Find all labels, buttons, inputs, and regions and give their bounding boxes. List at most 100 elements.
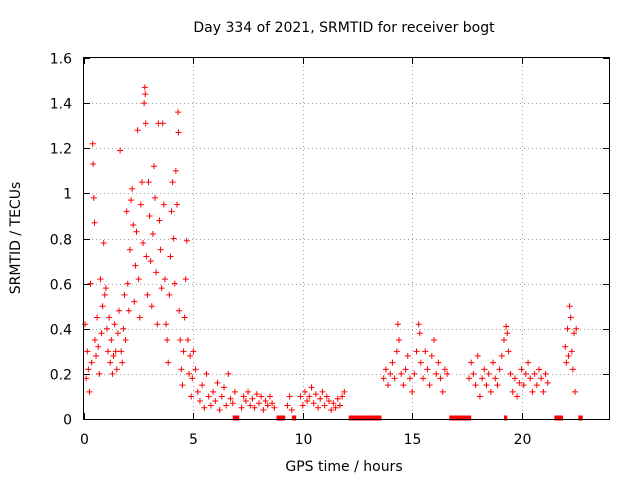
data-point <box>94 314 101 321</box>
data-point <box>109 370 116 377</box>
data-point <box>428 352 435 359</box>
x-tick-label: 0 <box>80 432 89 448</box>
data-point <box>189 375 196 382</box>
data-point <box>312 391 319 398</box>
data-point <box>514 393 521 400</box>
data-point <box>266 393 273 400</box>
data-point <box>565 352 572 359</box>
data-point <box>205 393 212 400</box>
data-point <box>134 127 141 134</box>
data-point <box>112 348 119 355</box>
data-point <box>334 395 341 402</box>
x-tick-label: 5 <box>189 432 198 448</box>
data-point <box>91 337 98 344</box>
data-point <box>181 314 188 321</box>
data-point <box>214 379 221 386</box>
data-point <box>426 382 433 389</box>
data-point <box>129 185 136 192</box>
data-point <box>389 359 396 366</box>
data-point <box>413 348 420 355</box>
data-point <box>114 330 121 337</box>
data-point <box>518 366 525 373</box>
data-point <box>564 325 571 332</box>
data-point <box>321 402 328 409</box>
data-point <box>133 228 140 235</box>
data-point <box>415 321 422 328</box>
data-point <box>98 330 105 337</box>
data-point <box>164 337 171 344</box>
data-point <box>144 291 151 298</box>
data-point <box>479 375 486 382</box>
data-point <box>135 276 142 283</box>
data-point <box>492 375 499 382</box>
data-point <box>563 359 570 366</box>
data-point <box>380 375 387 382</box>
data-point <box>258 393 265 400</box>
data-point <box>210 388 217 395</box>
data-point <box>122 337 129 344</box>
data-point <box>330 400 337 407</box>
data-point <box>149 230 156 237</box>
data-point <box>153 269 160 276</box>
data-point <box>431 337 437 344</box>
data-point <box>251 404 258 411</box>
data-point <box>315 404 322 411</box>
data-point <box>540 388 547 395</box>
data-point <box>142 120 149 127</box>
data-point <box>404 352 411 359</box>
plot-frame <box>83 57 610 420</box>
data-point <box>118 348 125 355</box>
data-point <box>242 397 249 404</box>
chart-title: Day 334 of 2021, SRMTID for receiver bog… <box>193 20 495 36</box>
data-point <box>507 370 514 377</box>
data-point <box>86 388 93 395</box>
data-point <box>166 291 173 298</box>
data-point <box>126 246 133 253</box>
data-point <box>498 352 505 359</box>
data-point <box>504 330 511 337</box>
data-point <box>328 406 335 413</box>
data-point <box>90 194 97 201</box>
data-point <box>516 379 523 386</box>
data-point <box>249 395 256 402</box>
data-point <box>216 406 223 413</box>
data-point <box>572 388 579 395</box>
data-point <box>568 348 575 355</box>
data-point <box>317 395 324 402</box>
data-point <box>501 337 507 344</box>
data-point <box>422 348 429 355</box>
data-point <box>441 366 448 373</box>
data-point <box>176 307 183 314</box>
data-point <box>398 370 405 377</box>
data-point <box>159 120 166 127</box>
data-point <box>485 370 492 377</box>
grid <box>84 58 609 419</box>
data-point <box>288 406 295 413</box>
data-point <box>106 314 113 321</box>
data-point <box>256 400 262 407</box>
data-point <box>433 370 440 377</box>
data-point <box>529 388 536 395</box>
data-point <box>180 348 187 355</box>
data-point <box>151 163 157 170</box>
data-point <box>169 179 176 186</box>
data-point <box>201 404 208 411</box>
data-point <box>496 366 503 373</box>
y-tick-label: 0.6 <box>50 278 72 294</box>
data-point <box>472 382 479 389</box>
data-point <box>487 388 494 395</box>
data-point <box>125 307 132 314</box>
y-tick-label: 0.4 <box>50 323 72 339</box>
data-point <box>522 370 529 377</box>
data-point <box>138 179 145 186</box>
data-point <box>184 337 191 344</box>
data-point <box>245 388 252 395</box>
data-point <box>227 395 234 402</box>
data-point <box>396 337 402 344</box>
data-point <box>536 366 542 373</box>
data-point <box>194 388 201 395</box>
data-point <box>117 147 124 154</box>
data-point <box>178 366 185 373</box>
data-point <box>131 298 138 305</box>
